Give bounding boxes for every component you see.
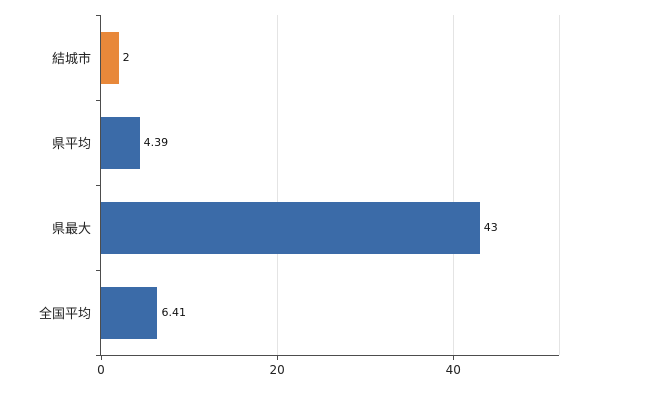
y-axis-tick: [96, 185, 101, 186]
category-label: 県平均: [51, 137, 91, 152]
gridline: [453, 15, 455, 355]
bar-row: 県最大 43: [52, 185, 559, 270]
bar-row: 県平均 4.39: [52, 100, 559, 185]
bar: [101, 31, 119, 84]
value-label: 6.41: [161, 306, 186, 319]
y-axis-tick: [96, 270, 101, 271]
x-axis-tick-label: 20: [269, 363, 285, 377]
x-axis-tick-label: 0: [97, 363, 105, 377]
value-label: 2: [122, 51, 130, 64]
category-label: 全国平均: [38, 307, 91, 322]
y-axis-tick: [96, 100, 101, 101]
y-axis-tick: [96, 15, 101, 16]
bar: [101, 201, 480, 254]
x-axis-tick: [453, 355, 455, 360]
bar: [101, 286, 158, 339]
category-label: 県最大: [51, 222, 91, 237]
bar-row: 全国平均 6.41: [39, 270, 559, 355]
gridline: [277, 15, 279, 355]
value-label: 43: [483, 221, 498, 234]
bar: [101, 116, 140, 169]
x-axis-tick: [101, 355, 102, 360]
x-axis-tick: [277, 355, 279, 360]
y-axis-tick: [96, 355, 101, 356]
bar-row: 結城市 2: [52, 15, 559, 100]
gridline: [559, 15, 560, 355]
plot-area: 結城市 2 県平均 4.39 県最大 43 全国平均 6.41 0 20 40: [39, 15, 560, 377]
value-label: 4.39: [143, 136, 169, 149]
category-label: 結城市: [51, 52, 91, 67]
x-axis-tick-label: 40: [445, 363, 461, 377]
